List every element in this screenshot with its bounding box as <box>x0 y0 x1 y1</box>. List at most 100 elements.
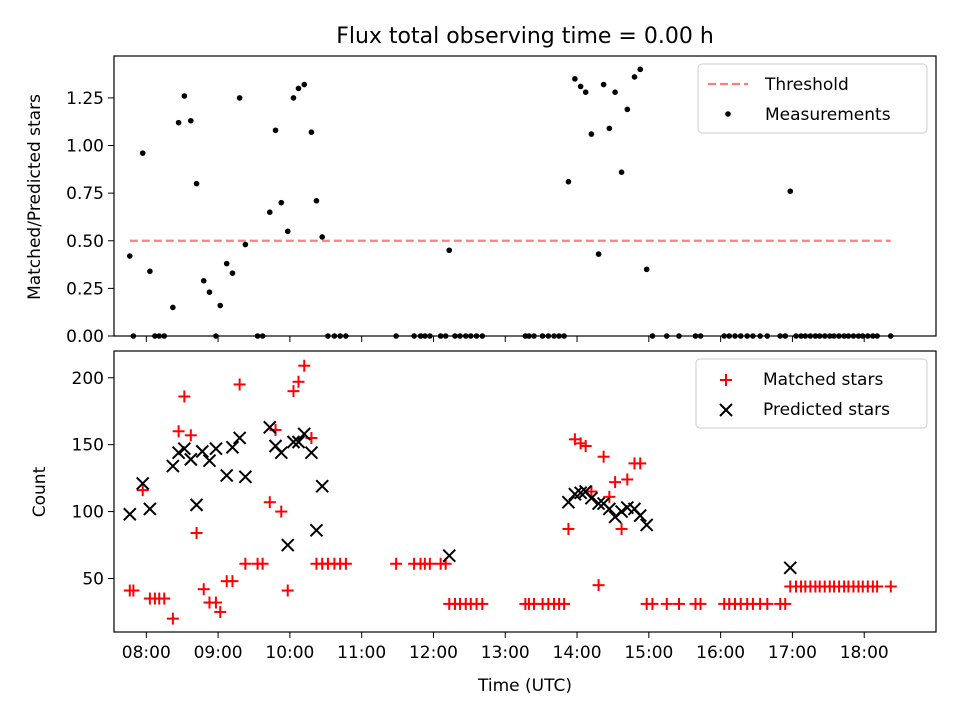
matched-star-point <box>562 522 575 535</box>
predicted-star-point <box>297 427 311 441</box>
predicted-star-point <box>143 502 157 516</box>
bottom-x-tick-label: 15:00 <box>624 643 673 663</box>
predicted-star-point <box>232 431 247 445</box>
measurement-point <box>595 251 602 257</box>
matched-star-point <box>574 437 587 450</box>
measurement-point <box>631 74 638 80</box>
bottom-y-axis-label: Count <box>30 466 50 517</box>
predicted-star-point <box>195 444 210 459</box>
measurement-point <box>170 304 176 311</box>
measurement-point <box>582 89 589 95</box>
measurement-point <box>308 129 315 135</box>
predicted-star-point <box>573 486 588 500</box>
measurement-point <box>319 234 325 240</box>
predicted-star-point <box>177 441 192 456</box>
predicted-star-point <box>189 498 204 512</box>
measurement-point <box>624 106 631 113</box>
measurement-point <box>787 188 794 195</box>
matched-star-point <box>609 476 622 489</box>
top-y-tick-label: 0.25 <box>66 279 104 299</box>
measurement-point <box>206 289 213 295</box>
bottom-x-tick-label: 17:00 <box>768 643 817 663</box>
predicted-star-point <box>291 435 306 449</box>
predicted-star-point <box>309 523 324 538</box>
measurement-point <box>637 66 644 73</box>
measurement-point <box>188 117 194 124</box>
matched-star-point <box>197 583 210 596</box>
measurement-point <box>600 81 607 88</box>
bottom-x-tick-label: 14:00 <box>553 643 602 663</box>
bottom-x-tick-label: 09:00 <box>194 643 243 663</box>
predicted-star-point <box>315 479 329 493</box>
matched-star-point <box>779 597 792 610</box>
measurement-point <box>301 81 308 88</box>
measurement-point <box>147 268 153 275</box>
predicted-star-point <box>591 496 606 511</box>
matched-star-point <box>233 378 246 391</box>
matched-star-point <box>476 597 489 610</box>
predicted-star-point <box>281 538 295 552</box>
measurement-point <box>181 93 188 99</box>
measurement-point <box>126 253 133 259</box>
predicted-star-point <box>639 518 654 532</box>
measurement-point <box>612 89 618 95</box>
bottom-legend-box <box>695 358 928 429</box>
bottom-x-tick-label: 08:00 <box>122 643 171 663</box>
top-y-tick-label: 0.00 <box>66 327 104 347</box>
matched-star-point <box>292 375 305 388</box>
matched-star-point <box>209 596 222 609</box>
bottom-x-tick-label: 13:00 <box>481 643 530 663</box>
bottom-x-tick-label: 18:00 <box>840 643 889 663</box>
predicted-star-point <box>561 495 576 509</box>
predicted-star-point <box>633 508 647 523</box>
matched-star-point <box>239 557 252 570</box>
threshold-legend-label: Threshold <box>764 75 849 95</box>
top-chart-title: Flux total observing time = 0.00 h <box>336 24 714 49</box>
measurement-point <box>266 209 273 215</box>
measurement-point <box>313 197 320 204</box>
measurement-point <box>588 131 595 137</box>
matched-legend-label: Matched stars <box>763 370 883 390</box>
measurement-point <box>242 241 249 248</box>
measurement-point <box>175 119 182 126</box>
matched-star-point <box>672 597 685 610</box>
matched-star-point <box>166 612 179 625</box>
matched-star-point <box>136 484 149 497</box>
matched-star-point <box>558 597 571 610</box>
measurement-point <box>223 260 230 267</box>
predicted-star-point <box>171 445 186 460</box>
bottom-y-tick-label: 50 <box>82 569 104 589</box>
bottom-axes-frame <box>113 350 937 633</box>
matched-star-point <box>256 557 269 570</box>
predicted-star-point <box>614 504 629 519</box>
measurement-point <box>565 178 572 185</box>
measurement-point <box>236 95 243 101</box>
bottom-x-tick-label: 12:00 <box>409 643 458 663</box>
bottom-x-tick-label: 11:00 <box>337 643 386 663</box>
top-y-tick-label: 0.50 <box>66 232 104 252</box>
measurement-point <box>278 199 285 206</box>
predicted-star-point <box>166 459 180 473</box>
predicted-star-point <box>123 507 137 521</box>
matched-star-point <box>390 557 403 570</box>
bottom-legend: Matched stars Predicted stars <box>695 358 928 429</box>
top-y-tick-label: 1.00 <box>66 137 104 157</box>
matched-star-point <box>287 385 300 398</box>
matched-star-point <box>226 575 239 588</box>
matched-star-point <box>172 425 185 438</box>
bottom-plot-area: 08:00 09:00 10:00 11:00 12:00 13:00 14:00 15:00… <box>72 359 897 663</box>
measurement-point <box>217 302 224 309</box>
matched-star-point <box>275 505 288 518</box>
measurements-legend-swatch <box>725 111 731 117</box>
top-y-tick-label: 1.25 <box>66 89 104 109</box>
predicted-star-point <box>274 445 288 460</box>
predicted-legend-label: Predicted stars <box>763 400 890 420</box>
matched-star-point <box>339 557 352 570</box>
matched-star-point <box>281 584 294 597</box>
matched-star-point <box>603 490 616 503</box>
measurement-point <box>606 125 613 132</box>
matched-star-point <box>634 457 647 470</box>
predicted-star-point <box>304 445 319 460</box>
top-legend: Threshold Measurements <box>697 63 928 134</box>
matched-star-point <box>214 605 227 618</box>
